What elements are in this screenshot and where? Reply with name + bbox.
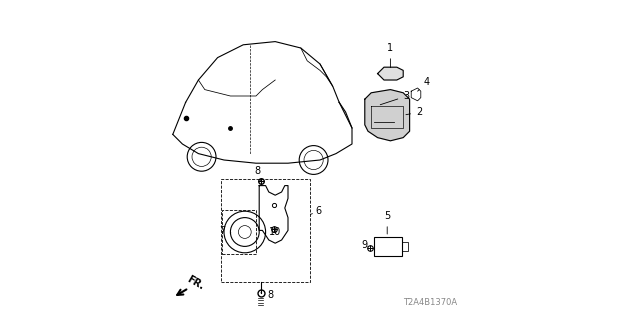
Bar — [223, 210, 256, 254]
Text: 1: 1 — [387, 43, 394, 68]
Bar — [374, 237, 402, 256]
Text: 7: 7 — [219, 226, 231, 236]
Text: T2A4B1370A: T2A4B1370A — [403, 298, 458, 307]
Text: 4: 4 — [418, 77, 430, 91]
Text: FR.: FR. — [186, 274, 206, 292]
Text: 10: 10 — [269, 227, 281, 237]
Text: 6: 6 — [310, 206, 321, 216]
Text: 3: 3 — [380, 91, 410, 105]
Text: 9: 9 — [362, 240, 368, 250]
Polygon shape — [378, 67, 403, 80]
Text: 5: 5 — [384, 211, 390, 234]
Bar — [221, 179, 310, 282]
Bar — [402, 242, 408, 251]
Text: 2: 2 — [406, 107, 422, 117]
Polygon shape — [365, 90, 410, 141]
Text: 8: 8 — [254, 166, 261, 181]
Text: 8: 8 — [261, 290, 273, 300]
